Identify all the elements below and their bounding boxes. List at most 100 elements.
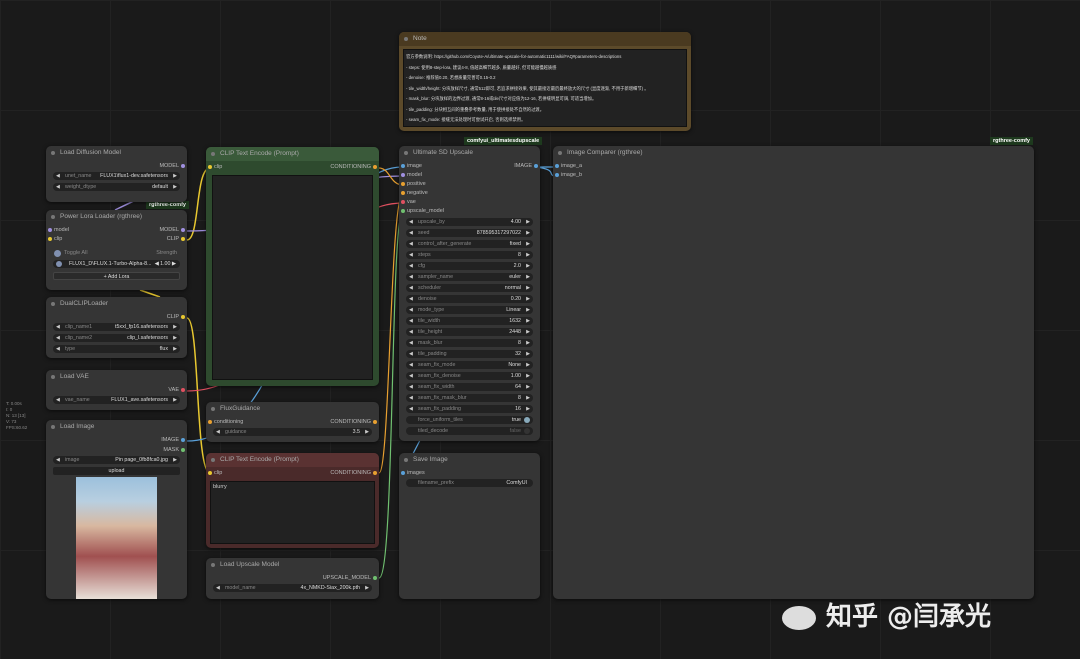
- seam-fix-width-widget[interactable]: seam_fix_width 64: [406, 383, 533, 391]
- sampler-name-widget[interactable]: sampler_name euler: [406, 273, 533, 281]
- toggle-all-switch[interactable]: [54, 250, 61, 257]
- widget-value: default: [152, 184, 168, 190]
- output-conditioning[interactable]: CONDITIONING: [330, 164, 377, 170]
- input-vae[interactable]: vae: [401, 199, 416, 205]
- scheduler-widget[interactable]: scheduler normal: [406, 284, 533, 292]
- flux-guidance-node[interactable]: FluxGuidance conditioning CONDITIONING g…: [206, 402, 379, 442]
- lora-row[interactable]: FLUX1_D\FLUX.1-Turbo-Alpha-8... ◀ 1.00 ▶: [53, 260, 180, 268]
- output-mask[interactable]: MASK: [163, 447, 185, 453]
- output-clip[interactable]: CLIP: [166, 236, 186, 242]
- prompt-textarea[interactable]: [212, 175, 373, 380]
- widget-label: vae_name: [65, 397, 90, 403]
- steps-widget[interactable]: steps 8: [406, 251, 533, 259]
- stat: N: 13 [13]: [6, 413, 26, 418]
- save-image-node[interactable]: Save Image images filename_prefix ComfyUI: [399, 453, 540, 599]
- clip-name1-widget[interactable]: clip_name1 t5xxl_fp16.safetensors: [53, 323, 180, 331]
- node-title: Load Image: [46, 420, 187, 434]
- input-model[interactable]: model: [48, 227, 69, 233]
- denoise-widget[interactable]: denoise 0.20: [406, 295, 533, 303]
- note-line: - steps: 使用8-step-lora, 建议4-8, 值越高细节越多, …: [406, 64, 557, 70]
- seam-fix-mask-blur-widget[interactable]: seam_fix_mask_blur 8: [406, 394, 533, 402]
- guidance-widget[interactable]: guidance 3.5: [213, 428, 372, 436]
- output-vae[interactable]: VAE: [168, 387, 185, 393]
- ultimate-sd-upscale-node[interactable]: Ultimate SD Upscale IMAGE image model posi…: [399, 146, 540, 441]
- tile-height-widget[interactable]: tile_height 2448: [406, 328, 533, 336]
- cfg-widget[interactable]: cfg 2.0: [406, 262, 533, 270]
- weight-dtype-widget[interactable]: weight_dtype default: [53, 183, 180, 191]
- input-image-b[interactable]: image_b: [554, 172, 583, 178]
- node-title: CLIP Text Encode (Prompt): [206, 147, 379, 161]
- lora-toggle[interactable]: [56, 261, 62, 267]
- output-image[interactable]: IMAGE: [514, 163, 538, 169]
- output-image[interactable]: IMAGE: [161, 437, 185, 443]
- node-title: FluxGuidance: [206, 402, 379, 416]
- load-diffusion-model-node[interactable]: Load Diffusion Model MODEL unet_name FLUX…: [46, 146, 187, 202]
- model-name-widget[interactable]: model_name 4x_NMKD-Siax_200k.pth: [213, 584, 372, 592]
- note-text[interactable]: 官方参数说明: https://github.com/Coyote-A/ulti…: [403, 49, 687, 127]
- seam-fix-padding-widget[interactable]: seam_fix_padding 16: [406, 405, 533, 413]
- output-model[interactable]: MODEL: [159, 163, 185, 169]
- input-image[interactable]: image: [401, 163, 422, 169]
- tile-width-widget[interactable]: tile_width 1632: [406, 317, 533, 325]
- lora-strength[interactable]: ◀ 1.00 ▶: [154, 261, 176, 267]
- widget-label: seam_fix_width: [418, 384, 455, 390]
- widget-label: mask_blur: [418, 340, 443, 346]
- note-node[interactable]: Note 官方参数说明: https://github.com/Coyote-A…: [399, 32, 691, 131]
- input-upscale-model[interactable]: upscale_model: [401, 208, 444, 214]
- input-model[interactable]: model: [401, 172, 422, 178]
- dual-clip-loader-node[interactable]: DualCLIPLoader CLIP clip_name1 t5xxl_fp16…: [46, 297, 187, 358]
- canvas-stats: T: 0.00s I: 0 N: 13 [13] V: 73 FPS:60.62: [6, 401, 27, 431]
- load-vae-node[interactable]: Load VAE VAE vae_name FLUX1_ave.safetenso…: [46, 370, 187, 410]
- unet-name-widget[interactable]: unet_name FLUX1\flux1-dev.safetensors: [53, 172, 180, 180]
- output-conditioning[interactable]: CONDITIONING: [330, 470, 377, 476]
- input-conditioning[interactable]: conditioning: [207, 419, 244, 425]
- input-clip[interactable]: clip: [207, 164, 223, 170]
- mask-blur-widget[interactable]: mask_blur 8: [406, 339, 533, 347]
- control-after-generate-widget[interactable]: control_after_generate fixed: [406, 240, 533, 248]
- widget-label: sampler_name: [418, 274, 454, 280]
- mode-type-widget[interactable]: mode_type Linear: [406, 306, 533, 314]
- force-uniform-tiles-toggle[interactable]: force_uniform_tiles true: [406, 416, 533, 424]
- widget-label: type: [65, 346, 76, 352]
- seed-widget[interactable]: seed 878595317297022: [406, 229, 533, 237]
- clip-text-encode-positive-node[interactable]: CLIP Text Encode (Prompt) clip CONDITION…: [206, 147, 379, 386]
- type-widget[interactable]: type flux: [53, 345, 180, 353]
- upscale-by-widget[interactable]: upscale_by 4.00: [406, 218, 533, 226]
- tiled-decode-toggle[interactable]: tiled_decode false: [406, 427, 533, 435]
- add-lora-button[interactable]: + Add Lora: [53, 272, 180, 280]
- widget-value: None: [508, 362, 521, 368]
- clip-name2-widget[interactable]: clip_name2 clip_l.safetensors: [53, 334, 180, 342]
- widget-label: steps: [418, 252, 431, 258]
- prompt-textarea[interactable]: blurry: [210, 481, 375, 544]
- seam-fix-mode-widget[interactable]: seam_fix_mode None: [406, 361, 533, 369]
- tile-padding-widget[interactable]: tile_padding 32: [406, 350, 533, 358]
- output-upscale-model[interactable]: UPSCALE_MODEL: [322, 575, 378, 581]
- power-lora-loader-node[interactable]: Power Lora Loader (rgthree) model clip M…: [46, 210, 187, 290]
- input-images[interactable]: images: [401, 470, 425, 476]
- input-clip[interactable]: clip: [47, 236, 63, 242]
- filename-prefix-widget[interactable]: filename_prefix ComfyUI: [406, 479, 533, 487]
- vae-name-widget[interactable]: vae_name FLUX1_ave.safetensors: [53, 396, 180, 404]
- input-image-a[interactable]: image_a: [554, 163, 583, 169]
- widget-label: seed: [418, 230, 430, 236]
- load-upscale-model-node[interactable]: Load Upscale Model UPSCALE_MODEL model_n…: [206, 558, 379, 599]
- input-clip[interactable]: clip: [207, 470, 223, 476]
- widget-value: 1632: [509, 318, 521, 324]
- image-comparer-node[interactable]: Image Comparer (rgthree) image_a image_b: [553, 146, 1034, 599]
- wire-lora-clip: [139, 289, 161, 298]
- seam-fix-denoise-widget[interactable]: seam_fix_denoise 1.00: [406, 372, 533, 380]
- widget-label: upscale_by: [418, 219, 445, 225]
- output-model[interactable]: MODEL: [159, 227, 185, 233]
- wechat-logo-icon: [782, 605, 816, 630]
- image-widget[interactable]: image Pin page_0fb8fca0.jpg: [53, 456, 180, 464]
- input-positive[interactable]: positive: [401, 181, 426, 187]
- load-image-node[interactable]: Load Image IMAGE MASK image Pin page_0fb8…: [46, 420, 187, 599]
- widget-value: ComfyUI: [506, 480, 527, 486]
- upload-button[interactable]: upload: [53, 467, 180, 475]
- output-clip[interactable]: CLIP: [166, 314, 186, 320]
- input-negative[interactable]: negative: [401, 190, 428, 196]
- widget-value: Pin page_0fb8fca0.jpg: [115, 457, 168, 463]
- widget-label: guidance: [225, 429, 247, 435]
- output-conditioning[interactable]: CONDITIONING: [330, 419, 377, 425]
- clip-text-encode-negative-node[interactable]: CLIP Text Encode (Prompt) clip CONDITION…: [206, 453, 379, 548]
